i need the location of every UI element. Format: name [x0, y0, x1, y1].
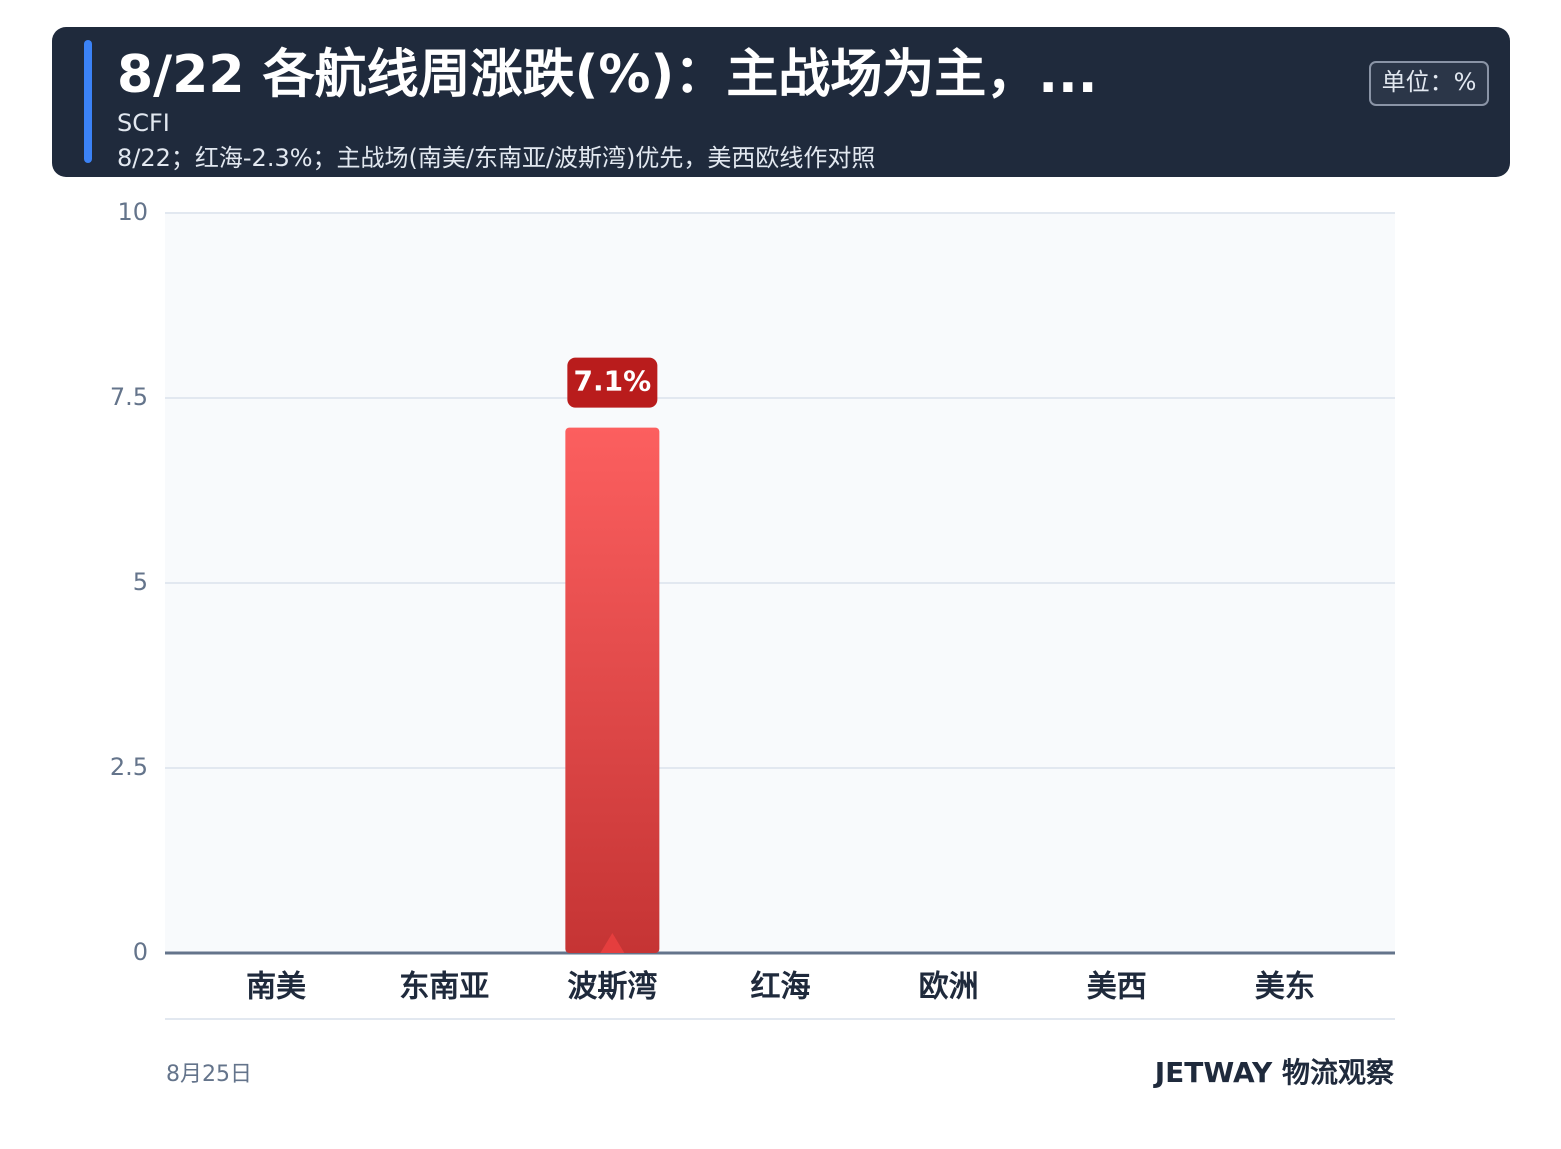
up-marker	[600, 933, 625, 953]
chart-note: 8/22；红海-2.3%；主战场(南美/东南亚/波斯湾)优先，美西欧线作对照	[117, 144, 875, 172]
header	[52, 27, 1510, 177]
x-tick-label: 美东	[1255, 970, 1315, 1005]
unit-label: 单位：%	[1382, 68, 1477, 96]
chart-title: 8/22 各航线周涨跌(%)：主战场为主，...	[117, 45, 1098, 105]
bar	[565, 427, 660, 954]
y-tick-label: 7.5	[110, 383, 148, 411]
x-tick-label: 波斯湾	[567, 970, 657, 1005]
x-tick-label: 欧洲	[919, 970, 979, 1005]
y-tick-label: 2.5	[110, 753, 148, 781]
chart-subtitle: SCFI	[117, 109, 170, 137]
x-tick-label: 东南亚	[399, 970, 489, 1005]
y-tick-label: 5	[133, 568, 148, 596]
unit-badge	[1369, 61, 1489, 106]
y-tick-label: 10	[117, 198, 148, 226]
brand-label: JETWAY 物流观察	[1153, 1056, 1395, 1089]
x-tick-label: 红海	[751, 970, 811, 1005]
accent-bar	[84, 40, 92, 163]
x-tick-label: 美西	[1087, 970, 1147, 1005]
value-label: 7.1%	[574, 365, 652, 398]
value-label-bg	[567, 357, 658, 408]
date-label: 8月25日	[166, 1062, 252, 1087]
x-tick-label: 南美	[246, 970, 306, 1005]
y-tick-label: 0	[133, 938, 148, 966]
